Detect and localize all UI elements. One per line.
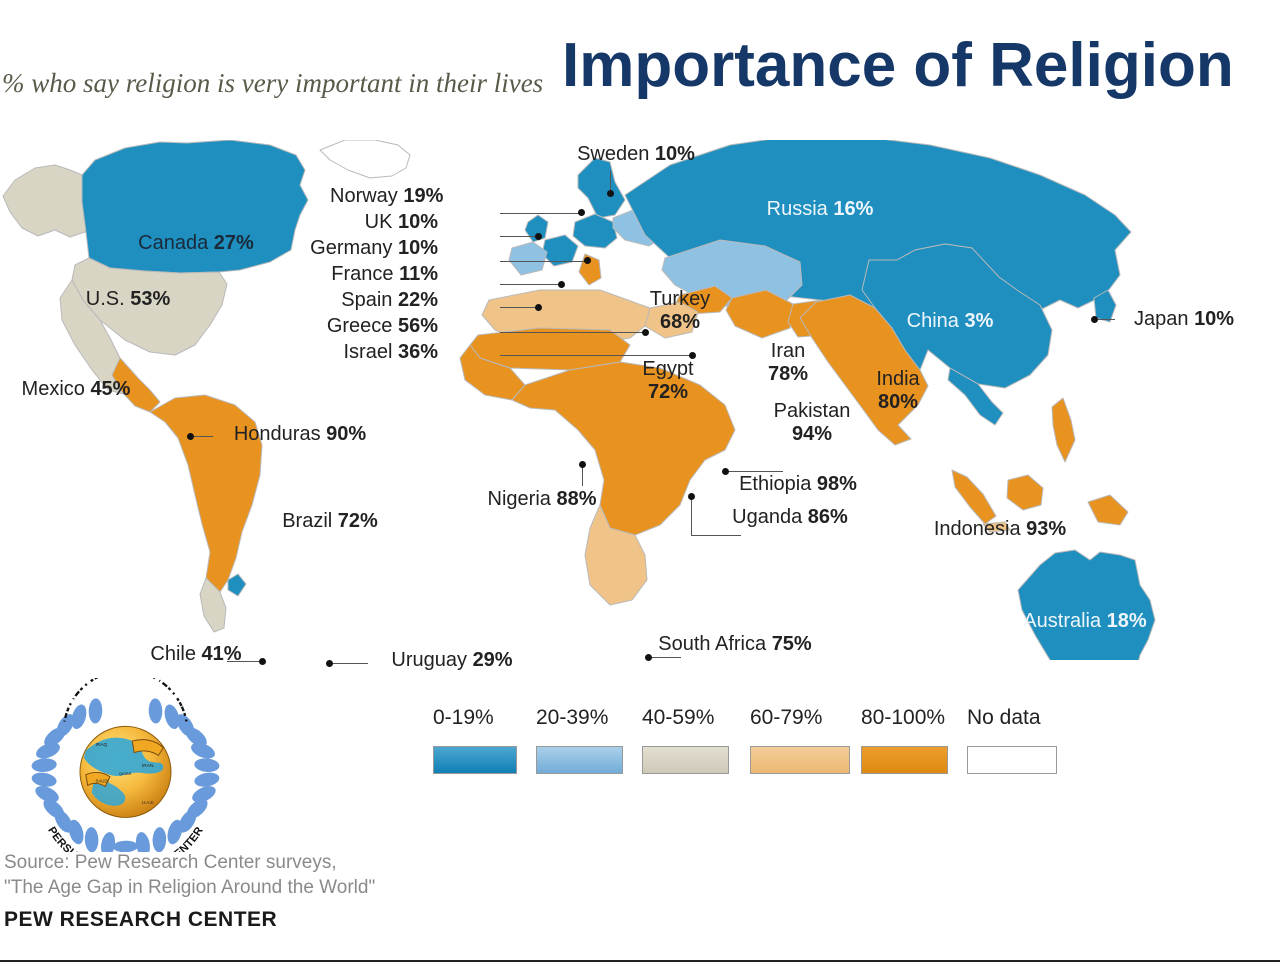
svg-text:IRAQ: IRAQ [95,742,107,748]
svg-text:QATAR: QATAR [119,771,132,776]
svg-text:SAUDI: SAUDI [95,779,108,784]
svg-text:U.A.E.: U.A.E. [142,800,155,805]
svg-text:IRAN: IRAN [142,763,154,769]
